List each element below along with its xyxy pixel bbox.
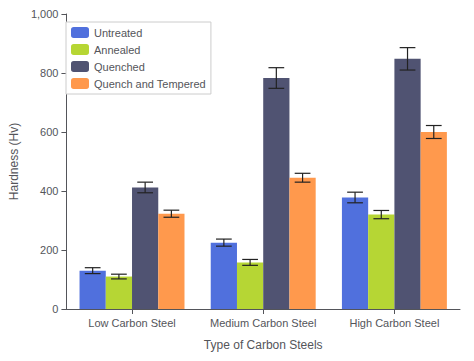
svg-text:Type of Carbon Steels: Type of Carbon Steels xyxy=(204,338,323,352)
svg-text:400: 400 xyxy=(40,185,58,197)
svg-text:High Carbon Steel: High Carbon Steel xyxy=(349,317,439,329)
svg-text:Quench and Tempered: Quench and Tempered xyxy=(94,78,206,90)
svg-text:Low Carbon Steel: Low Carbon Steel xyxy=(88,317,175,329)
svg-text:Medium Carbon Steel: Medium Carbon Steel xyxy=(210,317,316,329)
svg-text:1,000: 1,000 xyxy=(31,8,59,20)
svg-text:Quenched: Quenched xyxy=(94,61,145,73)
svg-text:600: 600 xyxy=(40,126,58,138)
svg-text:800: 800 xyxy=(40,67,58,79)
svg-text:0: 0 xyxy=(52,303,58,315)
svg-text:200: 200 xyxy=(40,244,58,256)
svg-text:Hardness (Hv): Hardness (Hv) xyxy=(7,123,21,200)
svg-text:Annealed: Annealed xyxy=(94,44,141,56)
svg-text:Untreated: Untreated xyxy=(94,27,142,39)
